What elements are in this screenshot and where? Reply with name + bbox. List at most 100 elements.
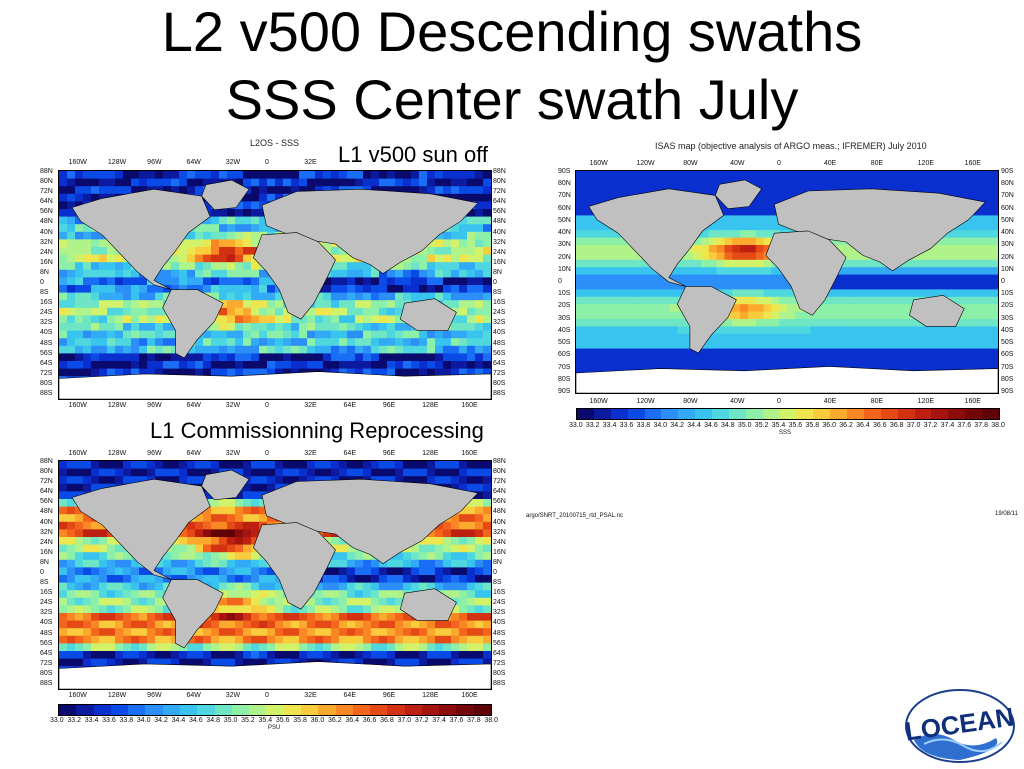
colorbar-label: 33.4: [603, 422, 617, 429]
tick-label: 60S: [1001, 351, 1013, 359]
tick-label: 56S: [40, 640, 52, 648]
tick-label: 160W: [589, 398, 607, 406]
tick-label: 40W: [730, 160, 744, 168]
tick-label: 32E: [304, 692, 316, 700]
tick-label: 72S: [493, 660, 505, 668]
tick-label: 10N: [558, 266, 571, 274]
tick-label: 80N: [493, 178, 506, 186]
tick-label: 80S: [40, 670, 52, 678]
tick-label: 64S: [493, 360, 505, 368]
tick-label: 64W: [186, 402, 200, 410]
tick-label: 90S: [558, 388, 570, 396]
colorbar-swatch: [931, 409, 948, 419]
tick-label: 72S: [40, 660, 52, 668]
colorbar-swatch: [318, 705, 335, 715]
tick-label: 0: [265, 159, 269, 167]
tick-label: 32W: [226, 159, 240, 167]
tick-label: 0: [265, 692, 269, 700]
tick-label: 56S: [40, 350, 52, 358]
tick-label: 160E: [461, 402, 477, 410]
tick-label: 50N: [558, 217, 571, 225]
colorbar-label: 35.2: [755, 422, 769, 429]
colorbar-swatch: [284, 705, 301, 715]
tick-label: 80N: [1001, 180, 1014, 188]
tick-label: 90S: [1001, 388, 1013, 396]
tick-label: 16N: [40, 259, 53, 267]
tick-label: 72N: [40, 188, 53, 196]
tick-label: 0: [558, 278, 562, 286]
tick-label: 40S: [493, 329, 505, 337]
tick-label: 48N: [40, 218, 53, 226]
colorbar-label: 35.6: [276, 717, 290, 724]
colorbar-swatch: [180, 705, 197, 715]
map-top-left: [58, 170, 492, 400]
tick-label: 56S: [493, 640, 505, 648]
colorbar-label: 37.2: [924, 422, 938, 429]
colorbar-swatch: [881, 409, 898, 419]
tick-label: 8S: [493, 579, 502, 587]
colorbar-swatch: [678, 409, 695, 419]
colorbar-label: 34.0: [653, 422, 667, 429]
colorbar-label: 35.6: [789, 422, 803, 429]
colorbar-swatch: [830, 409, 847, 419]
colorbar-label: 35.8: [805, 422, 819, 429]
tick-label: 128W: [108, 402, 126, 410]
colorbar-label: 33.8: [637, 422, 651, 429]
tick-label: 160W: [69, 402, 87, 410]
tick-label: 8S: [493, 289, 502, 297]
tick-label: 90S: [558, 168, 570, 176]
colorbar-swatch: [864, 409, 881, 419]
antarctica-landmass: [576, 366, 998, 393]
colorbar-swatch: [965, 409, 982, 419]
tick-label: 120W: [636, 398, 654, 406]
colorbar-swatch: [128, 705, 145, 715]
tick-label: 24N: [493, 249, 506, 257]
tick-label: 48S: [40, 340, 52, 348]
tick-label: 64W: [186, 450, 200, 458]
tick-label: 30N: [1001, 241, 1014, 249]
tick-label: 80N: [558, 180, 571, 188]
colorbar-right-unit: SSS: [779, 430, 791, 436]
colorbar-label: 35.0: [224, 717, 238, 724]
tick-label: 72N: [493, 478, 506, 486]
colorbar-label: 34.2: [670, 422, 684, 429]
tick-label: 160W: [69, 450, 87, 458]
tick-label: 60N: [1001, 205, 1014, 213]
tick-label: 0: [40, 569, 44, 577]
tick-label: 20S: [558, 302, 570, 310]
slide-title-line1: L2 v500 Descending swaths: [0, 2, 1024, 62]
tick-label: 32N: [493, 239, 506, 247]
colorbar-label: 34.8: [206, 717, 220, 724]
tick-label: 30S: [558, 315, 570, 323]
colorbar-swatch: [232, 705, 249, 715]
tick-label: 128W: [108, 159, 126, 167]
tick-label: 32E: [304, 450, 316, 458]
tick-label: 8N: [493, 559, 502, 567]
tick-label: 8S: [40, 579, 49, 587]
tick-label: 50S: [558, 339, 570, 347]
tick-label: 64S: [40, 360, 52, 368]
tick-label: 160E: [461, 450, 477, 458]
tick-label: 40N: [40, 519, 53, 527]
colorbar-swatch: [94, 705, 111, 715]
tick-label: 160E: [965, 398, 981, 406]
tick-label: 80E: [871, 398, 883, 406]
tick-label: 120W: [636, 160, 654, 168]
colorbar-swatch: [439, 705, 456, 715]
tick-label: 48N: [493, 508, 506, 516]
colorbar-label: 34.0: [137, 717, 151, 724]
tick-label: 88N: [493, 168, 506, 176]
tick-label: 120E: [918, 160, 934, 168]
tick-label: 88S: [40, 680, 52, 688]
tick-label: 88S: [493, 390, 505, 398]
tick-label: 80W: [683, 160, 697, 168]
colorbar-label: 34.6: [704, 422, 718, 429]
colorbar-swatch: [76, 705, 93, 715]
tick-label: 40N: [558, 229, 571, 237]
colorbar-swatch: [813, 409, 830, 419]
tick-label: 88S: [40, 390, 52, 398]
tick-label: 160W: [589, 160, 607, 168]
map-right-filename: argo/SNRT_20100715_rtd_PSAL.nc: [526, 513, 623, 519]
tick-label: 40S: [40, 619, 52, 627]
tick-label: 128W: [108, 450, 126, 458]
